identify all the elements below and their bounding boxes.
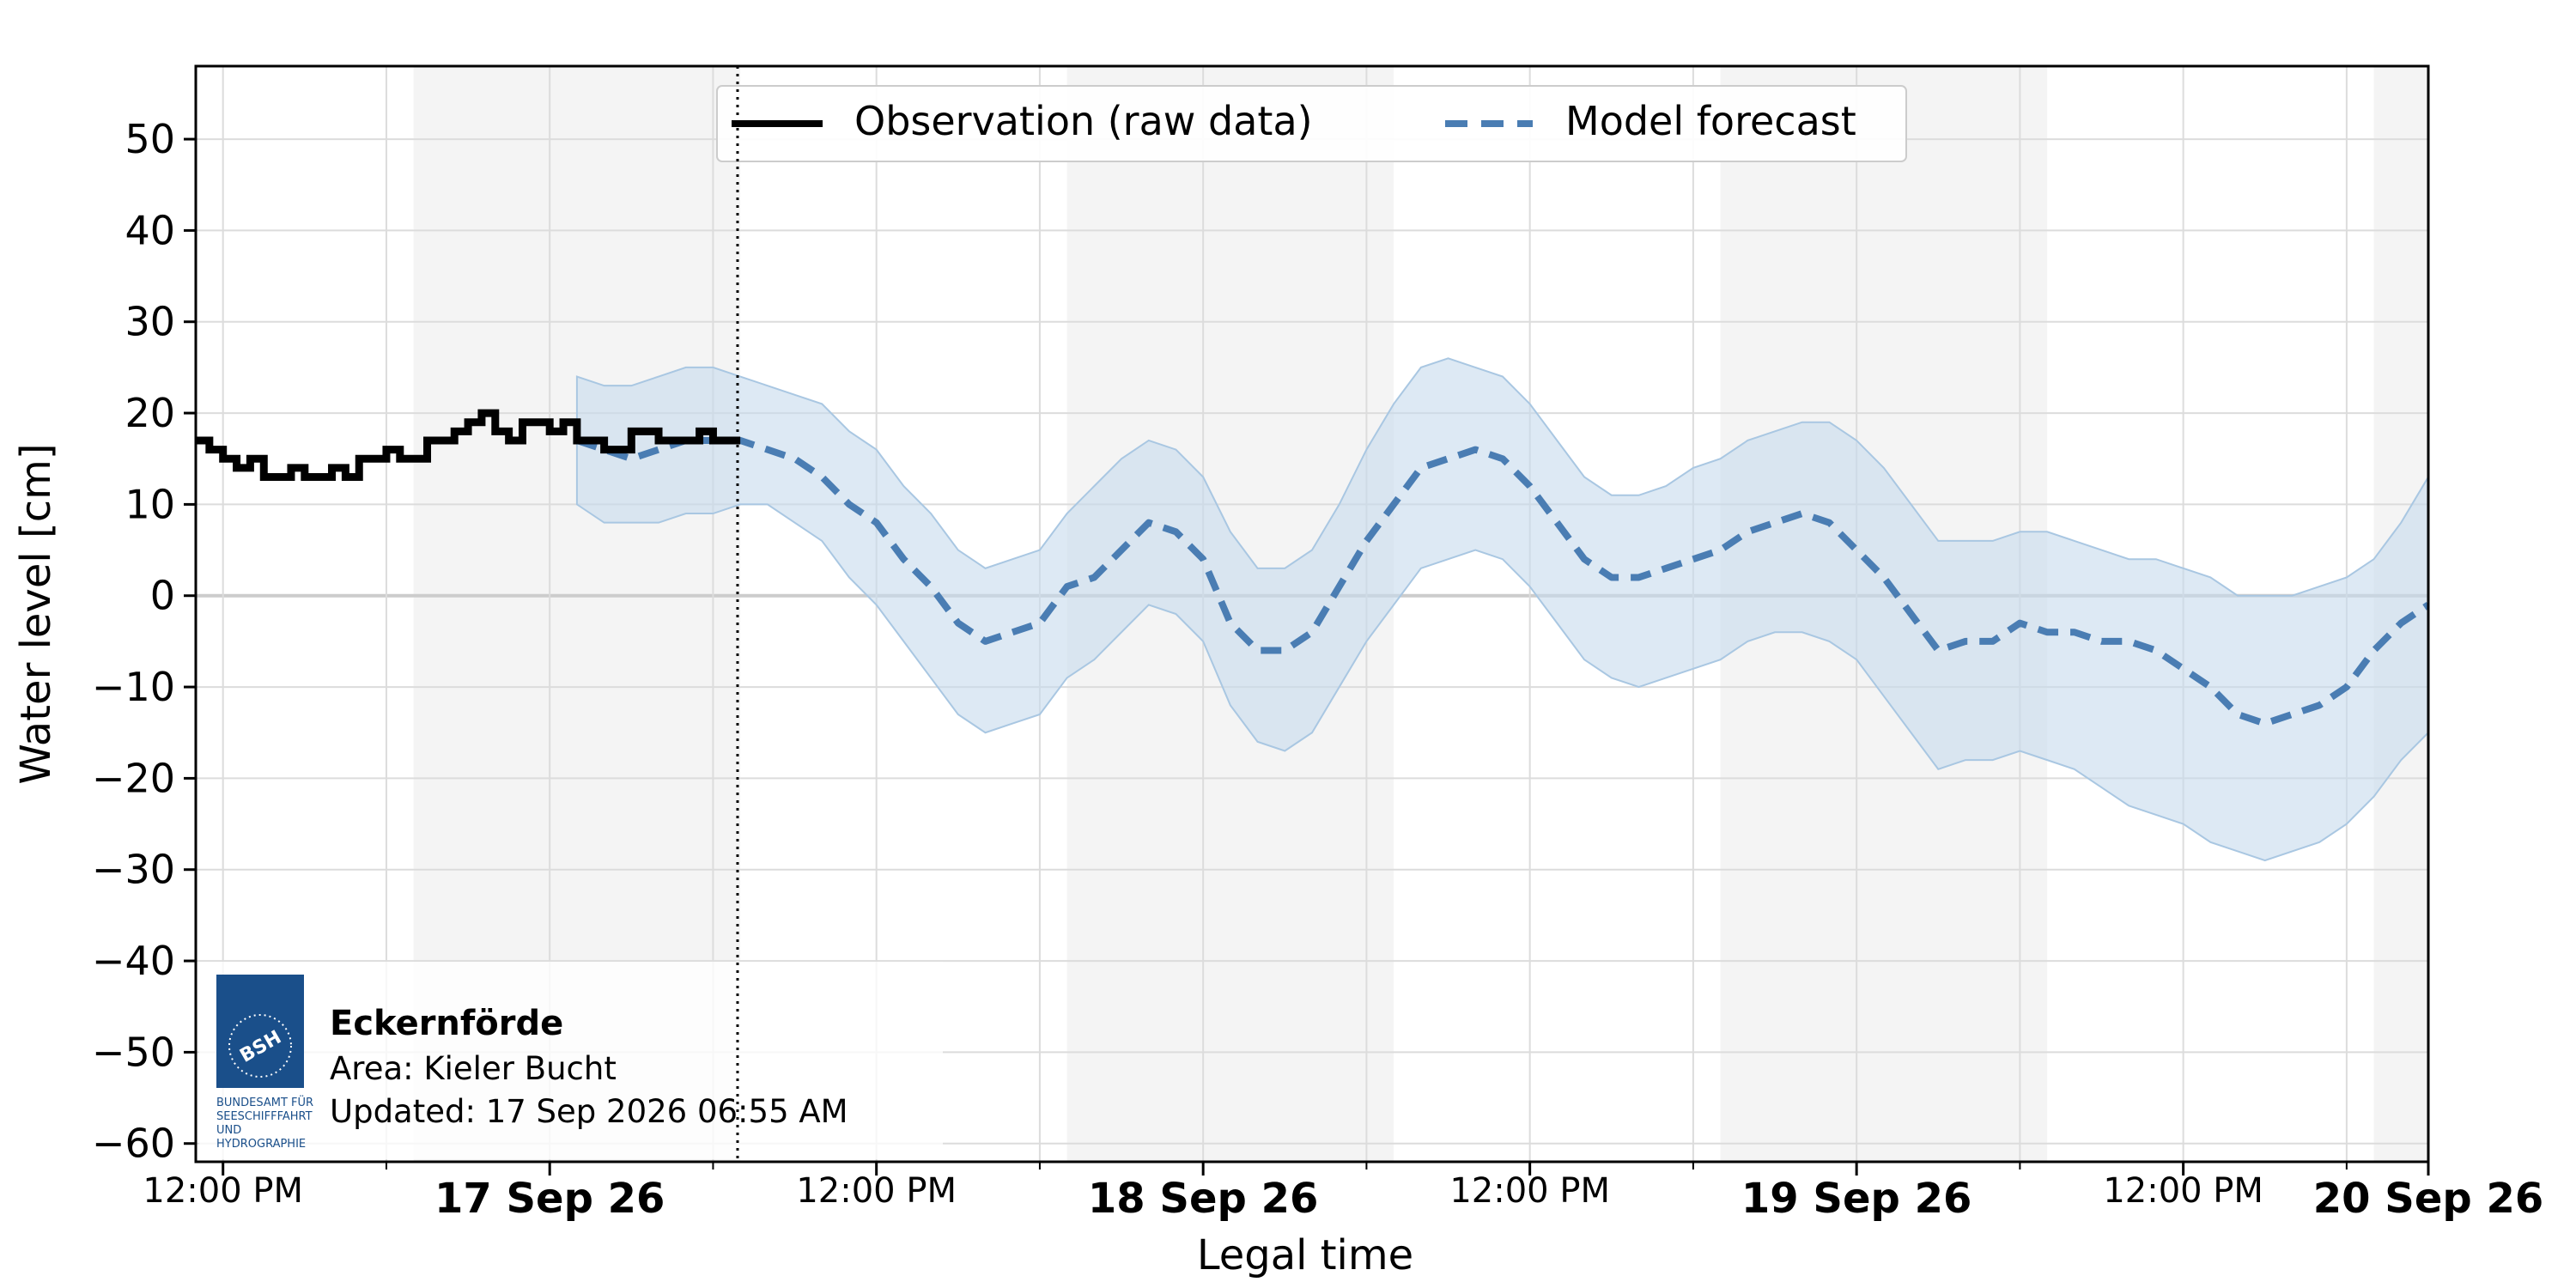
bsh-logo-ring (228, 1014, 292, 1078)
x-tick-label-4: 12:00 PM (1449, 1171, 1610, 1211)
bsh-logo-square (216, 975, 304, 1088)
legend: Observation (raw data) Model forecast (716, 85, 1907, 162)
y-tick-label: 40 (125, 207, 175, 253)
bsh-logo-line-1: BUNDESAMT FÜR (216, 1095, 313, 1109)
y-tick-label: −50 (92, 1029, 175, 1075)
y-tick-label: −40 (92, 938, 175, 984)
legend-forecast-label: Model forecast (1565, 98, 1856, 144)
bsh-logo-line-4: HYDROGRAPHIE (216, 1138, 306, 1151)
forecast-uncertainty-band (575, 357, 2428, 862)
station-info-box: BSH BUNDESAMT FÜR SEESCHIFFFAHRT UND HYD… (199, 962, 943, 1159)
x-axis-label: Legal time (1197, 1231, 1413, 1279)
y-tick-label: −20 (92, 755, 175, 801)
updated-timestamp: Updated: 17 Sep 2026 06:55 AM (330, 1093, 848, 1130)
y-tick-label: −10 (92, 664, 175, 710)
observation-line (196, 409, 741, 481)
bsh-logo: BSH BUNDESAMT FÜR SEESCHIFFFAHRT UND HYD… (216, 975, 313, 1151)
bsh-logo-line-3: UND (216, 1124, 241, 1137)
forecast-line (575, 436, 2428, 727)
x-tick-label-3: 18 Sep 26 (1088, 1175, 1319, 1223)
x-tick-label-2: 12:00 PM (796, 1171, 957, 1211)
y-tick-label: 10 (125, 481, 175, 527)
x-tick-label-6: 12:00 PM (2103, 1171, 2263, 1211)
x-tick-label-7: 20 Sep 26 (2313, 1175, 2544, 1223)
series-layer (196, 357, 2428, 862)
x-tick-label-5: 19 Sep 26 (1741, 1175, 1972, 1223)
bsh-logo-line-2: SEESCHIFFFAHRT (216, 1110, 313, 1123)
y-tick-label: 50 (125, 116, 175, 162)
y-tick-label: 0 (150, 573, 175, 619)
y-tick-label: −30 (92, 847, 175, 893)
y-tick-label: 20 (125, 390, 175, 436)
legend-frame (716, 85, 1907, 162)
y-axis-label: Water level [cm] (12, 443, 60, 784)
station-area: Area: Kieler Bucht (330, 1050, 617, 1087)
info-box-background (199, 962, 943, 1159)
legend-observation-label: Observation (raw data) (854, 98, 1313, 144)
x-tick-label-0: 12:00 PM (143, 1171, 303, 1211)
station-name: Eckernförde (330, 1004, 563, 1043)
y-tick-label: 30 (125, 299, 175, 345)
plot-frame (194, 64, 2430, 1163)
y-tick-label: −60 (92, 1121, 175, 1167)
x-tick-label-1: 17 Sep 26 (434, 1175, 665, 1223)
